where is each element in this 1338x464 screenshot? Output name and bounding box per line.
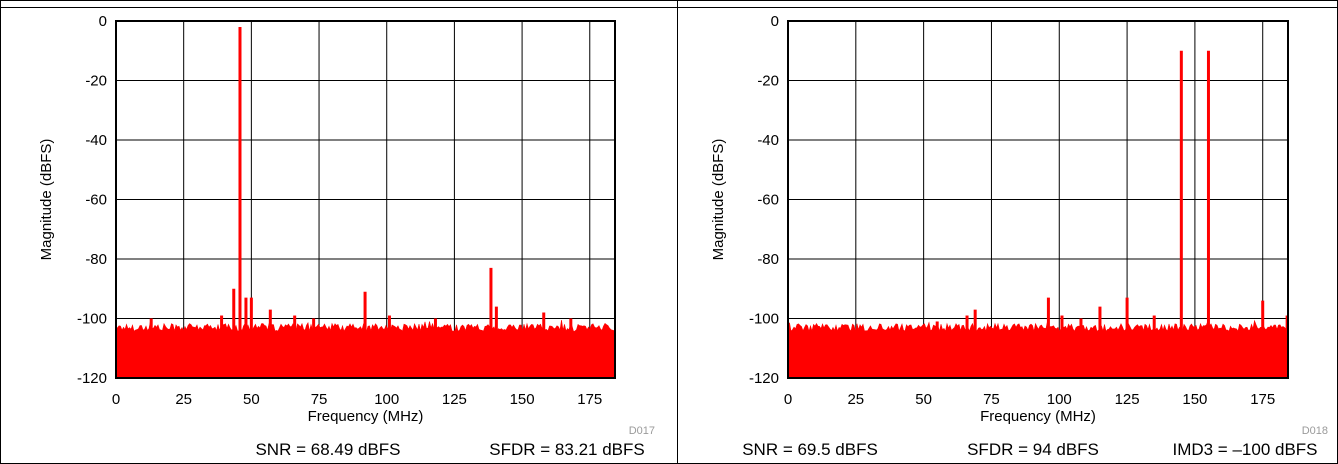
tick-labels: 0 25 50 75 100 125 150 175 0 -20 -40 -60 -80 -100 -120 <box>749 13 1275 408</box>
y-tick-label: -80 <box>85 251 107 268</box>
sfdr-readout: SFDR = 94 dBFS <box>967 440 1099 459</box>
y-tick-label: -120 <box>77 370 107 387</box>
x-tick-label: 175 <box>1250 391 1275 408</box>
y-tick-label: -20 <box>85 73 107 90</box>
y-tick-label: -60 <box>757 192 779 209</box>
x-tick-label: 75 <box>983 391 1000 408</box>
x-axis-label: Frequency (MHz) <box>980 408 1096 425</box>
snr-readout: SNR = 68.49 dBFS <box>255 440 400 459</box>
x-tick-label: 50 <box>915 391 932 408</box>
sfdr-readout: SFDR = 83.21 dBFS <box>489 440 644 459</box>
x-tick-label: 0 <box>112 391 120 408</box>
x-tick-label: 100 <box>1047 391 1072 408</box>
y-tick-label: -40 <box>85 132 107 149</box>
y-tick-label: -40 <box>757 132 779 149</box>
y-tick-label: -80 <box>757 251 779 268</box>
chart-panel-left: 0 25 50 75 100 125 150 175 0 -20 -40 -60 -80 -100 -120… <box>38 13 655 459</box>
x-tick-label: 125 <box>1115 391 1140 408</box>
imd3-readout: IMD3 = –100 dBFS <box>1172 440 1317 459</box>
y-tick-label: -120 <box>749 370 779 387</box>
y-tick-label: -100 <box>77 311 107 328</box>
plot-area-frame <box>787 20 1289 379</box>
noise-floor-area <box>787 319 1289 379</box>
noise-floor <box>787 319 1289 379</box>
tick-labels: 0 25 50 75 100 125 150 175 0 -20 -40 -60 -80 -100 -120 <box>77 13 602 408</box>
x-tick-label: 175 <box>577 391 602 408</box>
x-tick-label: 150 <box>1182 391 1207 408</box>
x-tick-label: 25 <box>847 391 864 408</box>
x-tick-label: 150 <box>510 391 535 408</box>
y-tick-label: 0 <box>99 13 107 30</box>
x-tick-label: 125 <box>442 391 467 408</box>
y-tick-label: -100 <box>749 311 779 328</box>
spectral-peaks <box>935 50 1289 378</box>
snr-readout: SNR = 69.5 dBFS <box>742 440 878 459</box>
y-tick-label: -60 <box>85 192 107 209</box>
x-tick-label: 100 <box>374 391 399 408</box>
plot-area-frame <box>115 20 616 379</box>
figure-id: D018 <box>1302 425 1328 437</box>
y-tick-label: -20 <box>757 73 779 90</box>
x-tick-label: 75 <box>311 391 328 408</box>
figure-id: D017 <box>629 425 655 437</box>
y-tick-label: 0 <box>771 13 779 30</box>
spectral-peaks <box>149 26 573 378</box>
x-tick-label: 25 <box>175 391 192 408</box>
y-axis-label: Magnitude (dBFS) <box>710 139 727 261</box>
y-axis-label: Magnitude (dBFS) <box>38 139 55 261</box>
x-tick-label: 0 <box>784 391 792 408</box>
x-tick-label: 50 <box>243 391 260 408</box>
x-axis-label: Frequency (MHz) <box>308 408 424 425</box>
chart-panel-right: 0 25 50 75 100 125 150 175 0 -20 -40 -60 -80 -100 -120… <box>710 13 1328 459</box>
